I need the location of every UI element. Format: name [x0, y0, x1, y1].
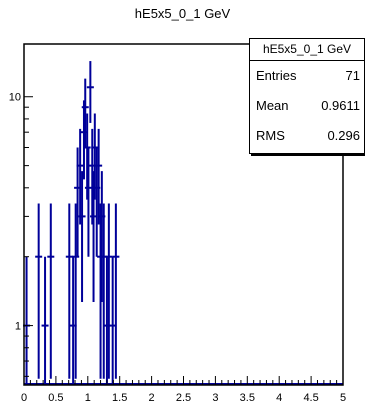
stats-rms-label: RMS	[256, 128, 285, 143]
stats-entries-label: Entries	[256, 68, 297, 83]
x-tick-label: 1.5	[112, 392, 127, 402]
stats-rms-value: 0.296	[327, 128, 360, 143]
x-tick-label: 2.5	[176, 392, 191, 402]
stats-entries-value: 71	[345, 68, 360, 83]
chart-title: hE5x5_0_1 GeV	[134, 6, 231, 21]
x-tick-label: 3.5	[240, 392, 255, 402]
stats-row-mean: Mean 0.9611	[250, 91, 364, 121]
x-tick-label: 0	[21, 392, 27, 402]
y-tick-label: 1	[15, 321, 21, 333]
y-axis: 1 10	[9, 92, 33, 377]
x-axis: 0 0.5 1 1.5 2 2.5 3 3.5 4 4.5 5	[21, 376, 346, 402]
stats-row-entries: Entries 71	[250, 61, 364, 91]
y-tick-label: 10	[9, 92, 21, 104]
stats-box: hE5x5_0_1 GeV Entries 71 Mean 0.9611 RMS…	[249, 38, 365, 154]
x-tick-label: 0.5	[48, 392, 63, 402]
stats-mean-value: 0.9611	[321, 98, 360, 113]
x-tick-label: 4	[276, 392, 282, 402]
stats-row-rms: RMS 0.296	[250, 121, 364, 151]
x-tick-label: 3	[212, 392, 218, 402]
x-tick-label: 5	[340, 392, 346, 402]
x-tick-label: 4.5	[303, 392, 318, 402]
stats-mean-label: Mean	[256, 98, 289, 113]
stats-histogram-name: hE5x5_0_1 GeV	[250, 39, 364, 61]
x-tick-label: 1	[85, 392, 91, 402]
x-tick-label: 2	[149, 392, 155, 402]
